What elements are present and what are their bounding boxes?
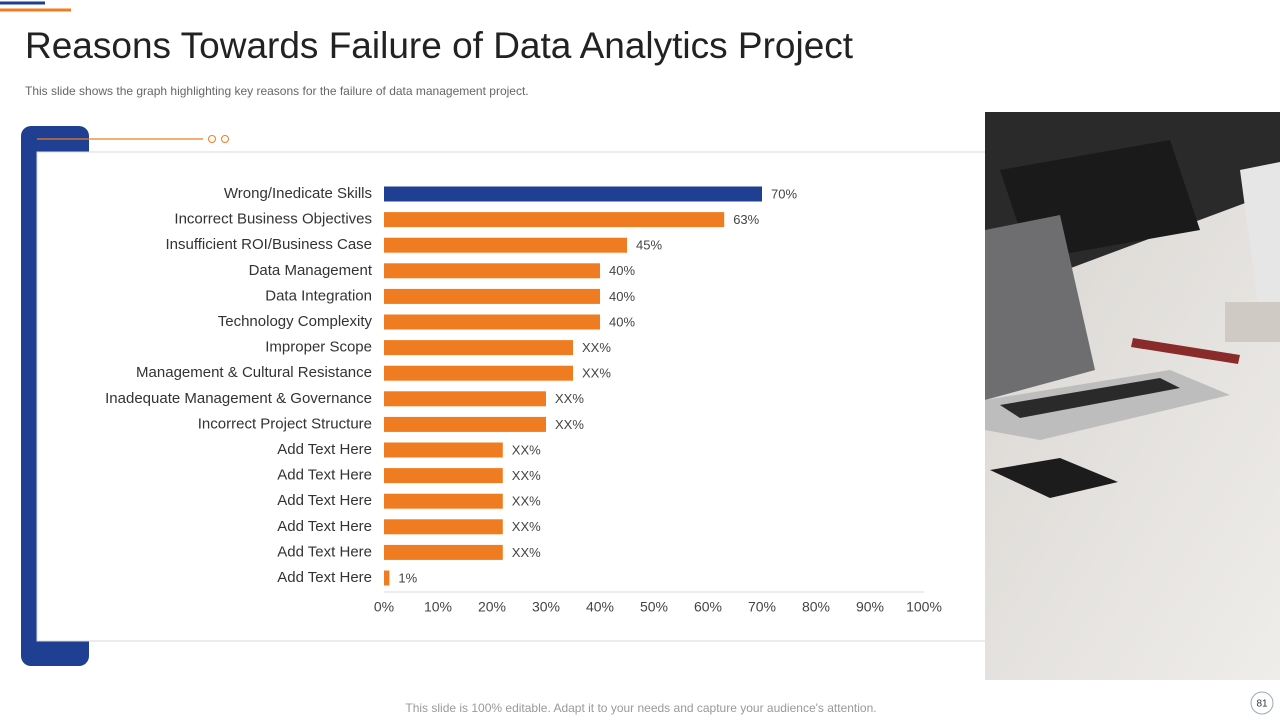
x-tick-label: 60%: [694, 599, 722, 615]
value-label: 40%: [609, 289, 635, 304]
value-label: XX%: [512, 494, 541, 509]
y-tick-label: Improper Scope: [265, 339, 372, 356]
value-label: 1%: [398, 570, 417, 585]
bar: [384, 340, 573, 356]
y-tick-label: Management & Cultural Resistance: [136, 364, 372, 381]
bar: [384, 416, 546, 432]
bar: [384, 519, 503, 535]
value-label: 70%: [771, 186, 797, 201]
value-label: XX%: [512, 519, 541, 534]
bar: [384, 186, 762, 202]
x-tick-label: 40%: [586, 599, 614, 615]
x-tick-label: 20%: [478, 599, 506, 615]
y-tick-label: Add Text Here: [277, 467, 372, 484]
y-tick-label: Inadequate Management & Governance: [105, 390, 372, 407]
bar: [384, 212, 725, 228]
y-tick-label: Technology Complexity: [218, 313, 373, 330]
y-tick-label: Add Text Here: [277, 569, 372, 586]
page-badge: [1250, 691, 1274, 715]
bar: [384, 570, 390, 586]
decor-dot: [208, 135, 216, 143]
y-tick-label: Add Text Here: [277, 492, 372, 509]
bar: [384, 442, 503, 458]
y-tick-label: Wrong/Inedicate Skills: [224, 185, 372, 202]
bar: [384, 544, 503, 560]
slide-title: Reasons Towards Failure of Data Analytic…: [25, 25, 854, 66]
x-tick-label: 90%: [856, 599, 884, 615]
y-tick-label: Data Integration: [265, 287, 372, 304]
value-label: XX%: [512, 545, 541, 560]
bar: [384, 391, 546, 407]
bar: [384, 263, 600, 279]
subtitle: This slide shows the graph highlighting …: [25, 84, 529, 98]
x-tick-label: 10%: [424, 599, 452, 615]
y-tick-label: Incorrect Project Structure: [198, 415, 372, 432]
bar: [384, 314, 600, 330]
x-tick-label: 0%: [374, 599, 394, 615]
y-tick-label: Add Text Here: [277, 441, 372, 458]
value-label: XX%: [555, 417, 584, 432]
x-tick-label: 50%: [640, 599, 668, 615]
x-tick-label: 100%: [906, 599, 942, 615]
y-tick-label: Incorrect Business Objectives: [174, 211, 372, 228]
x-tick-label: 30%: [532, 599, 560, 615]
value-label: XX%: [582, 340, 611, 355]
bar: [384, 365, 573, 381]
value-label: XX%: [512, 468, 541, 483]
value-label: XX%: [512, 442, 541, 457]
bar: [384, 468, 503, 484]
value-label: 40%: [609, 314, 635, 329]
page-number: 81: [1256, 699, 1268, 710]
footer-note: This slide is 100% editable. Adapt it to…: [405, 701, 876, 715]
value-label: XX%: [555, 391, 584, 406]
value-label: 63%: [733, 212, 759, 227]
value-label: 45%: [636, 238, 662, 253]
decor-dot: [221, 135, 229, 143]
bar: [384, 288, 600, 304]
x-tick-label: 70%: [748, 599, 776, 615]
bar: [384, 493, 503, 509]
y-tick-label: Add Text Here: [277, 543, 372, 560]
y-tick-label: Data Management: [249, 262, 373, 279]
value-label: XX%: [582, 366, 611, 381]
y-tick-label: Add Text Here: [277, 518, 372, 535]
bar: [384, 237, 627, 253]
x-tick-label: 80%: [802, 599, 830, 615]
photo: [985, 112, 1280, 680]
value-label: 40%: [609, 263, 635, 278]
y-tick-label: Insufficient ROI/Business Case: [166, 236, 372, 253]
